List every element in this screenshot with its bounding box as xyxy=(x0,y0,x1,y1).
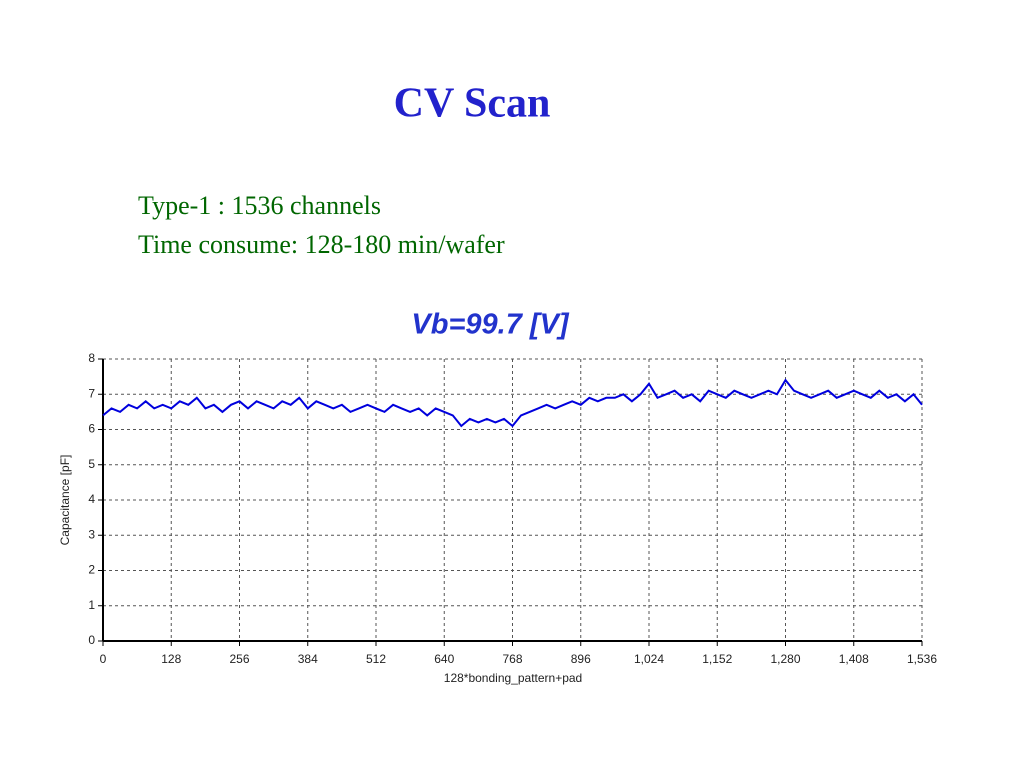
y-tick-label: 4 xyxy=(88,492,95,506)
x-tick-label: 1,024 xyxy=(634,652,664,666)
slide-title: CV Scan xyxy=(394,81,551,127)
y-tick-label: 5 xyxy=(88,457,95,471)
y-tick-label: 8 xyxy=(88,351,95,365)
x-tick-label: 256 xyxy=(229,652,249,666)
x-tick-label: 128 xyxy=(161,652,181,666)
x-tick-label: 1,280 xyxy=(770,652,800,666)
x-tick-label: 0 xyxy=(100,652,107,666)
y-axis-label: Capacitance [pF] xyxy=(58,455,72,546)
x-tick-label: 896 xyxy=(571,652,591,666)
chart-title: Vb=99.7 [V] xyxy=(411,309,569,341)
x-axis-label: 128*bonding_pattern+pad xyxy=(444,671,582,685)
x-tick-label: 384 xyxy=(298,652,318,666)
data-line xyxy=(102,378,923,428)
x-tick-label: 1,152 xyxy=(702,652,732,666)
y-tick-label: 0 xyxy=(88,633,95,647)
y-tick-label: 2 xyxy=(88,563,95,577)
y-tick-label: 7 xyxy=(88,386,95,400)
y-tick-label: 3 xyxy=(88,527,95,541)
x-tick-label: 640 xyxy=(434,652,454,666)
y-tick-label: 1 xyxy=(88,598,95,612)
text-line: Time consume: 128-180 min/wafer xyxy=(138,230,505,259)
y-tick-label: 6 xyxy=(88,422,95,436)
x-tick-label: 1,536 xyxy=(907,652,937,666)
x-tick-label: 512 xyxy=(366,652,386,666)
x-tick-label: 1,408 xyxy=(839,652,869,666)
text-line: Type-1 : 1536 channels xyxy=(138,191,381,220)
x-tick-label: 768 xyxy=(502,652,522,666)
